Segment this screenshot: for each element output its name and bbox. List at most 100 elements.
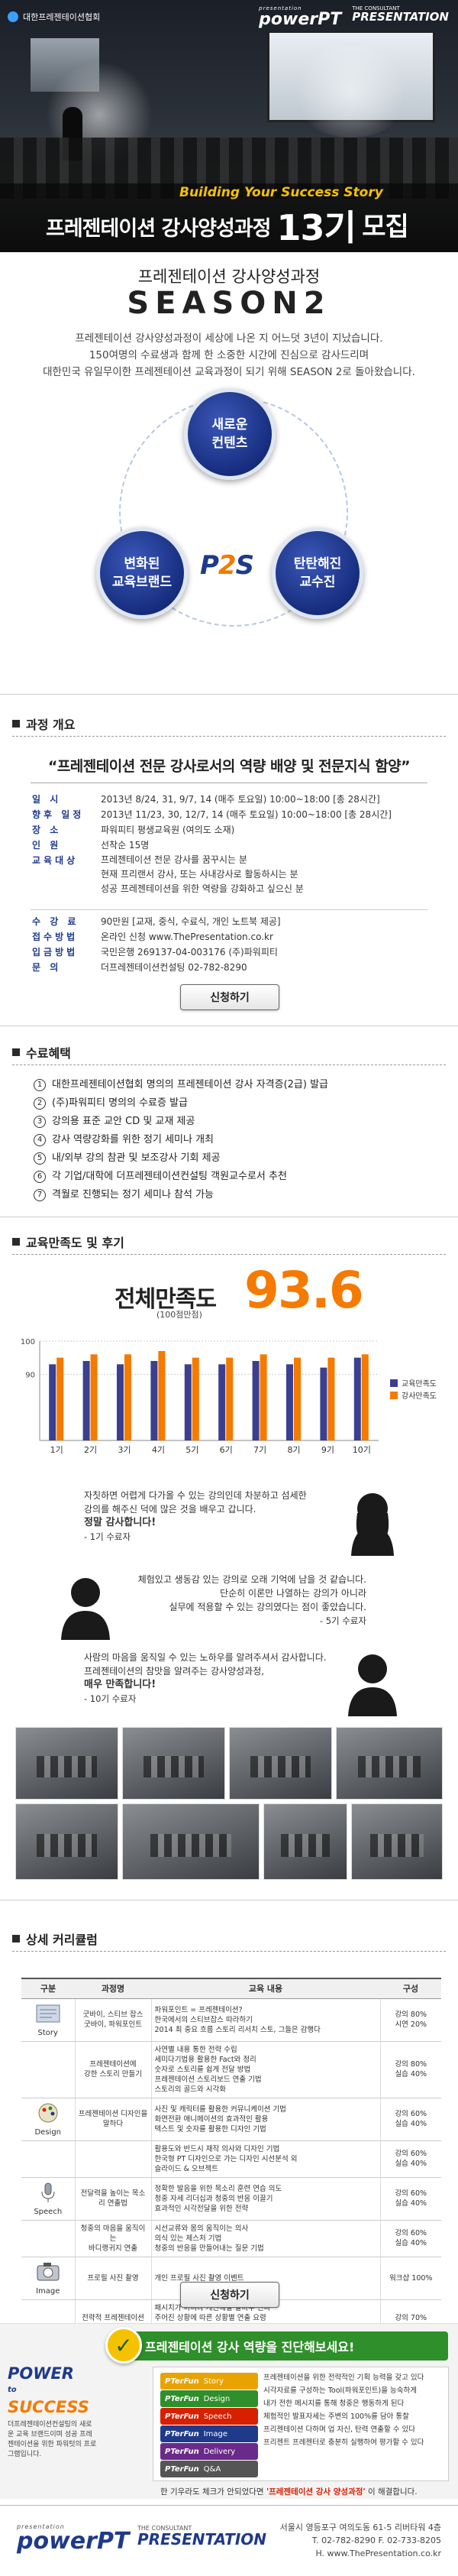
target-line: 현재 프리랜서 강사, 또는 사내강사로 활동하시는 분 (101, 869, 298, 880)
hero-tagline: Building Your Success Story (179, 185, 383, 200)
section-title: 과정 개요 (26, 718, 76, 732)
p2s-s: S (235, 550, 254, 581)
speech-icon (41, 2182, 55, 2202)
hero-title-text: 프레젠테이션 강사양성과정 (46, 217, 271, 241)
footer-presentation-logo: THE CONSULTANT PRESENTATION (137, 2525, 266, 2548)
bar-edu (353, 1357, 361, 1440)
course-name: 전달력을 높이는 목소리 연출법 (75, 2177, 152, 2221)
number-badge: 5 (34, 1152, 46, 1165)
course-name: 청중의 마음을 움직이는 바디랭귀지 연출 (75, 2220, 152, 2257)
review-line: 사람의 마음을 움직일 수 있는 노하우를 알려주셔서 감사합니다. (84, 1652, 327, 1663)
diagnosis-promo: POWER to SUCCESS 더프레젠테이션컨설팅의 새로운 교육 브랜드이… (0, 2323, 458, 2499)
class-photo (351, 1803, 443, 1880)
section-underline (12, 1064, 446, 1065)
info-row: 향후 일정 2013년 11/23, 30, 12/7, 14 (매주 토요일) … (32, 807, 429, 822)
p2s-2: 2 (218, 550, 237, 581)
bar-lecturer (56, 1357, 64, 1440)
avatar-female-icon (351, 1493, 394, 1556)
x-tick-label: 2기 (84, 1445, 97, 1455)
info-key: 수 강 료 (32, 916, 79, 927)
number-badge: 4 (34, 1134, 46, 1146)
course-composition: 강의 60% 실습 40% (380, 2140, 441, 2178)
story-icon (36, 2004, 60, 2022)
season-desc-line: 프레젠테이션 강사양성과정이 세상에 나온 지 어느덧 3년이 지났습니다. (75, 332, 383, 345)
association-icon (8, 11, 18, 22)
table-row: 청중의 마음을 움직이는 바디랭귀지 연출 시선교류와 몸의 움직이는 의사 의식… (21, 2220, 441, 2257)
diagnosis-checklist: 프레젠테이션을 위한 전략적인 기획 능력을 갖고 있다 시각자료를 구성하는 … (263, 2371, 445, 2449)
class-photo (122, 1803, 260, 1880)
avatar-male-icon (348, 1654, 397, 1716)
info-row: 문 의 더프레젠테이션컨설팅 02-782-8290 (32, 960, 429, 975)
satisfaction-score: 93.6 (244, 1261, 364, 1320)
target-line: 성공 프레젠테이션을 위한 역량을 강화하고 싶으신 분 (101, 883, 304, 894)
course-composition: 강의 80% 실습 40% (380, 2041, 441, 2098)
course-name: 프레젠테이션에 강한 스토리 만들기 (75, 2041, 152, 2098)
web-link[interactable]: H. www.ThePresentation.co.kr (315, 2548, 441, 2558)
checklist-line: 시각자료를 구성하는 Tool(파워포인트)을 능숙하게 (263, 2386, 417, 2395)
divider (31, 909, 427, 910)
course-name (75, 2140, 152, 2178)
category-label: Image (36, 2286, 60, 2296)
season-desc-line: 150여명의 수료생과 함께 한 소중한 시간에 진심으로 감사드리며 (89, 349, 369, 361)
apply-button[interactable]: 신청하기 (180, 984, 279, 1010)
pillar-line: 새로운 (211, 417, 248, 433)
info-value: 2013년 11/23, 30, 12/7, 14 (매주 토요일) 10:00… (101, 809, 392, 820)
checklist-line: 내가 전한 메시지를 통해 청중은 행동하게 된다 (263, 2399, 405, 2408)
header-logos: presentation powerPT THE CONSULTANT PRES… (259, 6, 449, 28)
benefit-item: 5 내/외부 강의 참관 및 보조강사 기회 제공 (34, 1149, 431, 1168)
curriculum-category: Story (21, 1998, 76, 2042)
apply-button-2[interactable]: 신청하기 (180, 2282, 279, 2308)
number-badge: 1 (34, 1079, 46, 1091)
review-author: - 5기 수료자 (319, 1615, 366, 1626)
bar-lecturer (192, 1357, 199, 1440)
pillar-line: 컨텐츠 (211, 436, 248, 451)
checklist-line: 프리젠트 프레젠터로 충분히 실행하여 평가할 수 있다 (263, 2438, 424, 2447)
table-row: Story 굿바이, 스티브 잡스 굿바이, 파워포인트 파워포인트 = 프레젠테이… (21, 1998, 441, 2042)
bar-edu (49, 1364, 56, 1440)
diagnosis-note: 한 기우라도 체크가 안되었다면 '프레젠테이션 강사 양성과정' 이 해결합니… (160, 2486, 418, 2497)
pterfun-item: PTerFun Delivery (160, 2443, 258, 2460)
number-badge: 6 (34, 1171, 46, 1183)
phone-line: T. 02-782-8290 F. 02-733-8205 (311, 2535, 441, 2545)
x-tick-label: 3기 (118, 1445, 131, 1455)
info-value: 파워피티 평생교육원 (여의도 소재) (101, 825, 235, 835)
class-photo (229, 1727, 332, 1800)
section-title: 상세 커리큘럼 (26, 1933, 98, 1947)
pillar-line: 탄탄해진 (293, 556, 342, 572)
legend-swatch (390, 1379, 398, 1387)
review-line: 실무에 적용할 수 있는 강의였다는 점이 좋았습니다. (169, 1602, 366, 1612)
course-composition: 워크샵 100% (380, 2257, 441, 2300)
info-key: 향후 일정 (32, 809, 85, 820)
square-icon (12, 720, 20, 727)
x-tick-label: 5기 (185, 1445, 198, 1455)
design-icon (38, 2103, 58, 2122)
pterfun-label: PTerFun (165, 2394, 199, 2403)
section-title: 교육만족도 및 후기 (26, 1236, 124, 1250)
hero-cohort: 13기 (276, 207, 356, 248)
pterfun-label: PTerFun (165, 2377, 199, 2386)
review-2: 체험있고 생동감 있는 강의로 오래 기억에 남을 것 같습니다. 단순히 이론… (137, 1573, 366, 1628)
footer-partner-top: THE CONSULTANT (137, 2525, 192, 2532)
curriculum-category (21, 2041, 76, 2098)
curriculum-category: Design (21, 2098, 76, 2141)
info-key: 입금방법 (32, 947, 79, 957)
note-suffix: 이 해결합니다. (367, 2487, 418, 2497)
review-3: 사람의 마음을 움직일 수 있는 노하우를 알려주셔서 감사합니다. 프레젠테이… (84, 1651, 336, 1706)
benefit-item: 2 (주)파워피티 명의의 수료증 발급 (34, 1094, 431, 1113)
course-composition: 강의 60% 실습 40% (380, 2220, 441, 2257)
p2s-p: P (200, 550, 219, 581)
section-underline (12, 1254, 446, 1255)
x-tick-label: 4기 (152, 1445, 165, 1455)
course-name: 프로필 사진 촬영 (75, 2257, 152, 2300)
review-line: 강의를 해주신 덕에 많은 것을 배우고 갑니다. (84, 1504, 256, 1515)
overview-quote: “프레젠테이션 전문 강사로서의 역량 배양 및 전문지식 함양” (47, 758, 411, 775)
benefit-text: 격월로 진행되는 정기 세미나 참석 가능 (52, 1189, 214, 1201)
footer-address: 서울시 영등포구 여의도동 61-5 리버타워 4층 T. 02-782-829… (280, 2521, 441, 2560)
check-icon: ✓ (105, 2327, 142, 2364)
pterfun-label: PTerFun (165, 2429, 199, 2438)
image-icon (37, 2262, 60, 2280)
curriculum-category: Speech (21, 2177, 76, 2221)
col-header: 과정명 (75, 1978, 151, 1999)
course-content: 정확한 발음을 위한 목소리 훈련 연습 의도 청중 자세 리더십과 청중의 반… (151, 2177, 381, 2221)
bar-edu (252, 1361, 260, 1440)
